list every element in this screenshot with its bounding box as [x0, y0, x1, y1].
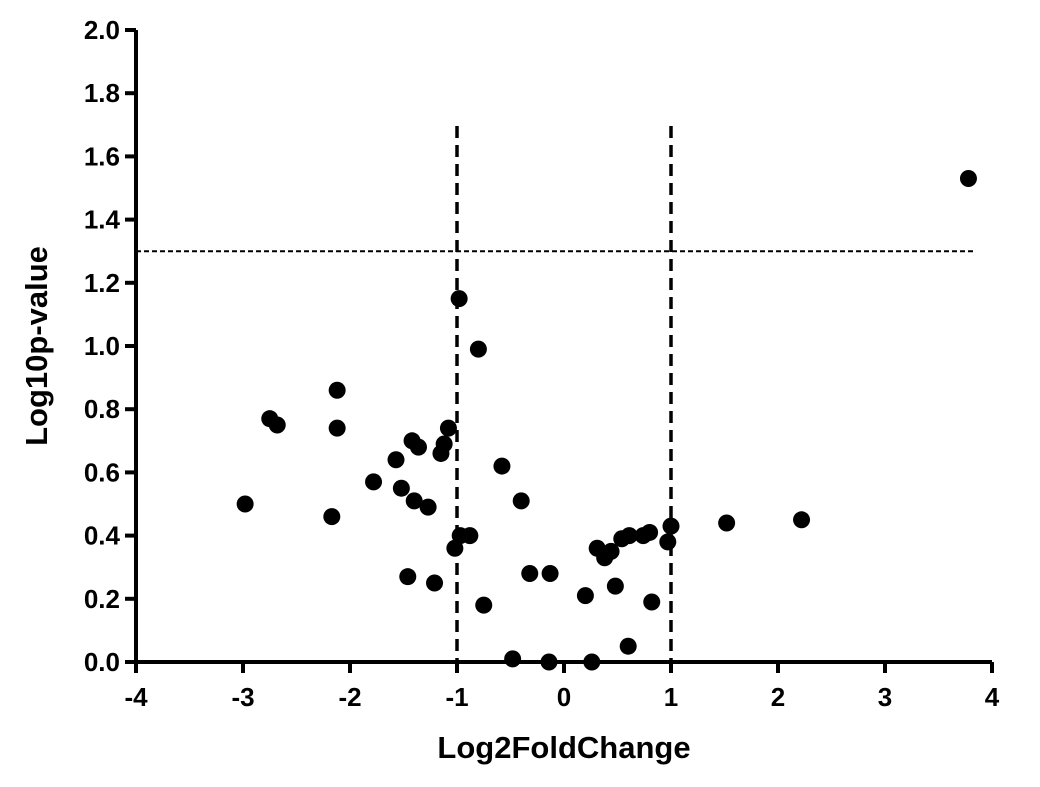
data-point — [583, 653, 601, 671]
y-axis-ticks: 0.0 0.2 0.4 0.6 0.8 1.0 1.2 1.4 1.6 1.8 2.0 — [84, 15, 136, 677]
data-point — [512, 492, 530, 510]
y-tick-label: 0.0 — [84, 647, 120, 677]
data-point — [475, 596, 493, 614]
data-point — [328, 419, 346, 437]
data-point — [793, 511, 811, 529]
data-point — [643, 593, 661, 611]
threshold-lines — [136, 126, 975, 662]
data-point — [236, 495, 254, 513]
data-point — [435, 435, 453, 453]
y-tick-label: 1.0 — [84, 331, 120, 361]
data-point — [426, 574, 444, 592]
data-point — [606, 577, 624, 595]
y-tick-label: 1.6 — [84, 141, 120, 171]
data-point — [409, 438, 427, 456]
x-tick-label: -1 — [445, 682, 468, 712]
data-points — [236, 170, 977, 671]
data-point — [392, 479, 410, 497]
data-point — [576, 587, 594, 605]
x-tick-label: -2 — [338, 682, 361, 712]
x-tick-label: 1 — [664, 682, 678, 712]
data-point — [619, 637, 637, 655]
data-point — [602, 542, 620, 560]
y-tick-label: 1.4 — [84, 205, 121, 235]
y-tick-label: 1.8 — [84, 78, 120, 108]
data-point — [323, 508, 341, 526]
data-point — [641, 523, 659, 541]
data-point — [387, 451, 405, 469]
data-point — [620, 527, 638, 545]
data-point — [405, 492, 423, 510]
data-point — [268, 416, 286, 434]
data-point — [521, 565, 539, 583]
x-tick-label: 2 — [771, 682, 785, 712]
data-point — [493, 457, 511, 475]
data-point — [365, 473, 383, 491]
data-point — [328, 381, 346, 399]
data-point — [662, 517, 680, 535]
x-axis-title: Log2FoldChange — [437, 730, 690, 765]
data-point — [718, 514, 736, 532]
x-tick-label: 4 — [985, 682, 1000, 712]
y-tick-label: 0.6 — [84, 457, 120, 487]
x-tick-label: 3 — [878, 682, 892, 712]
data-point — [541, 565, 559, 583]
x-tick-label: 0 — [557, 682, 571, 712]
axes — [134, 30, 992, 664]
x-tick-label: -3 — [231, 682, 254, 712]
y-tick-label: 0.2 — [84, 584, 120, 614]
data-point — [540, 653, 558, 671]
data-point — [419, 498, 437, 516]
y-tick-label: 2.0 — [84, 15, 120, 45]
y-tick-label: 0.8 — [84, 394, 120, 424]
x-axis-ticks: -4 -3 -2 -1 0 1 2 3 4 — [124, 662, 1000, 712]
data-point — [504, 650, 522, 668]
data-point — [659, 533, 677, 551]
data-point — [469, 340, 487, 358]
x-tick-label: -4 — [124, 682, 148, 712]
y-axis-title: Log10p-value — [19, 246, 54, 446]
data-point — [450, 290, 468, 308]
y-tick-label: 0.4 — [84, 521, 121, 551]
data-point — [399, 568, 417, 586]
data-point — [461, 527, 479, 545]
data-point — [439, 419, 457, 437]
data-point — [959, 170, 977, 188]
y-tick-label: 1.2 — [84, 268, 120, 298]
